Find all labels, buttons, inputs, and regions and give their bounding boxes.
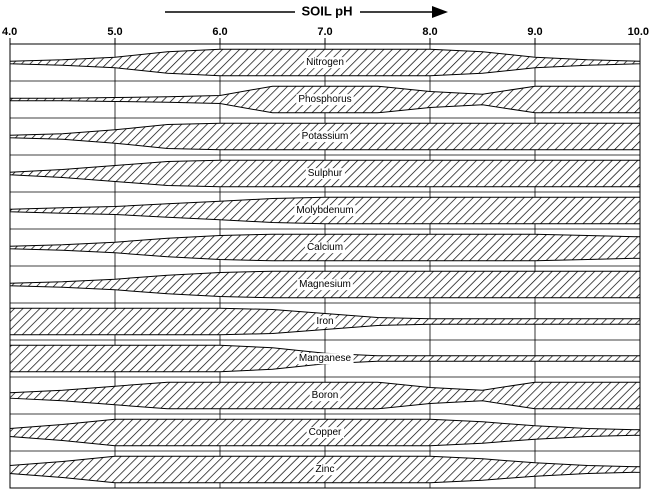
label-bg (309, 390, 341, 402)
band-label: Boron (312, 390, 339, 401)
band-label: Manganese (299, 353, 352, 364)
band-label: Copper (309, 427, 342, 438)
x-tick-label: 9.0 (527, 26, 542, 38)
label-bg (297, 279, 353, 291)
band-label: Molybdenum (296, 205, 353, 216)
label-bg (304, 57, 346, 69)
label-bg (305, 168, 345, 180)
label-bg (304, 242, 346, 254)
band-label: Phosphorus (298, 94, 351, 105)
label-bg (314, 316, 336, 328)
x-tick-label: 7.0 (317, 26, 332, 38)
label-bg (296, 353, 354, 365)
band-label: Iron (316, 316, 333, 327)
axis-title: SOIL pH (301, 3, 352, 18)
band-label: Calcium (307, 242, 343, 253)
x-tick-label: 6.0 (212, 26, 227, 38)
label-bg (306, 427, 345, 439)
x-tick-label: 5.0 (107, 26, 122, 38)
label-bg (299, 131, 351, 143)
band-label: Sulphur (308, 168, 343, 179)
x-tick-label: 10.0 (628, 26, 649, 38)
band-label: Magnesium (299, 279, 351, 290)
label-bg (294, 205, 356, 217)
label-bg (313, 464, 337, 476)
label-bg (296, 94, 354, 106)
band-label: Nitrogen (306, 57, 344, 68)
x-tick-label: 4.0 (2, 26, 17, 38)
band-label: Zinc (316, 464, 335, 475)
arrow-head (432, 6, 448, 18)
x-tick-label: 8.0 (422, 26, 437, 38)
band-label: Potassium (302, 131, 349, 142)
